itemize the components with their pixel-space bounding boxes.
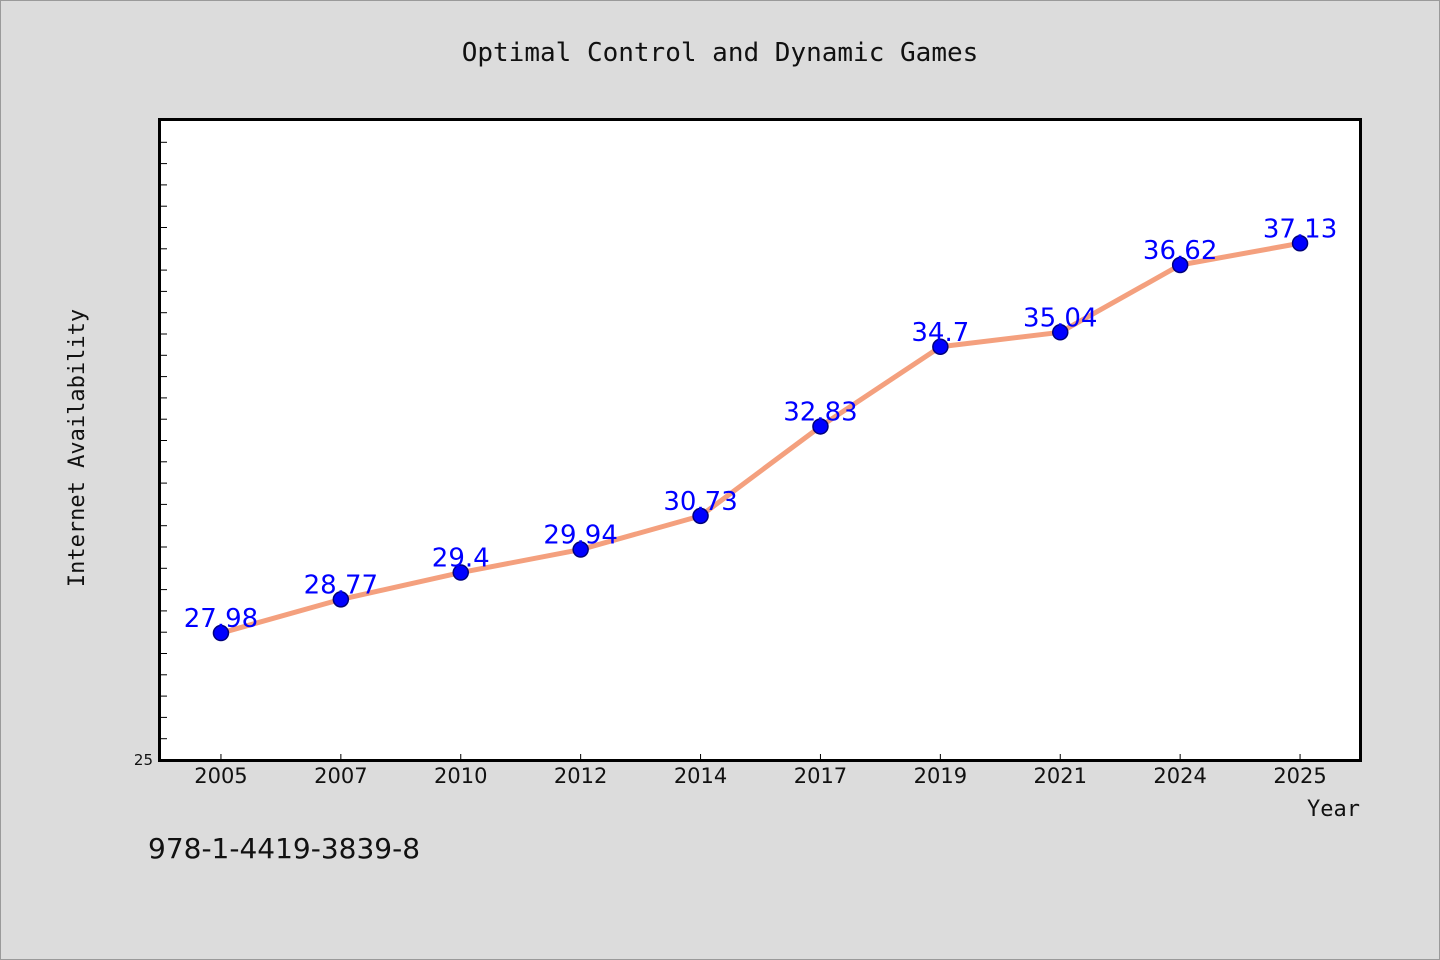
- data-label: 37.13: [1263, 214, 1337, 244]
- y-axis-ticks: 25: [134, 141, 167, 769]
- data-point: [1171, 256, 1189, 274]
- x-tick-label: 2024: [1153, 764, 1206, 788]
- data-label: 32.83: [783, 397, 857, 427]
- data-point: [932, 338, 949, 356]
- x-tick-label: 2025: [1273, 764, 1326, 788]
- data-label: 27.98: [184, 604, 258, 634]
- series-group: [212, 235, 1309, 642]
- x-tick-label: 2014: [674, 764, 727, 788]
- x-tick-label: 2007: [314, 764, 367, 788]
- data-labels: 27.98 28.77 29.4 29.94 30.73 32.83 34.7 35.04 36…: [184, 214, 1338, 634]
- x-tick-label: 2019: [914, 764, 967, 788]
- data-point: [1291, 235, 1309, 252]
- chart-title: Optimal Control and Dynamic Games: [462, 38, 979, 68]
- data-label: 35.04: [1023, 303, 1097, 333]
- data-point: [452, 564, 469, 581]
- data-label: 34.7: [911, 318, 969, 348]
- data-point: [692, 507, 709, 525]
- data-label: 30.73: [663, 487, 737, 517]
- data-point: [812, 418, 829, 435]
- x-tick-label: 2021: [1034, 764, 1087, 788]
- plot-area: [158, 118, 1362, 762]
- data-label: 29.94: [543, 521, 617, 551]
- y-axis-label: Internet Availability: [65, 309, 90, 587]
- data-point: [332, 591, 350, 608]
- data-label: 28.77: [304, 570, 378, 600]
- x-tick-label: 2010: [434, 764, 487, 788]
- x-tick-label: 2012: [554, 764, 607, 788]
- x-tick-label: 2017: [794, 764, 847, 788]
- data-label: 36.62: [1143, 236, 1217, 266]
- data-point: [212, 624, 230, 642]
- x-tick-label: 2005: [194, 764, 247, 788]
- data-point: [1052, 324, 1069, 341]
- x-axis-label: Year: [1307, 797, 1360, 822]
- data-point: [572, 541, 589, 558]
- data-label: 29.4: [432, 544, 490, 574]
- x-axis-ticks: 2005 2007 2010 2012 2014 2017 2019 2021 2024 2025: [194, 754, 1327, 788]
- isbn-footnote: 978-1-4419-3839-8: [148, 832, 421, 865]
- series-line: [218, 240, 1303, 636]
- y-tick-label: 25: [134, 751, 153, 769]
